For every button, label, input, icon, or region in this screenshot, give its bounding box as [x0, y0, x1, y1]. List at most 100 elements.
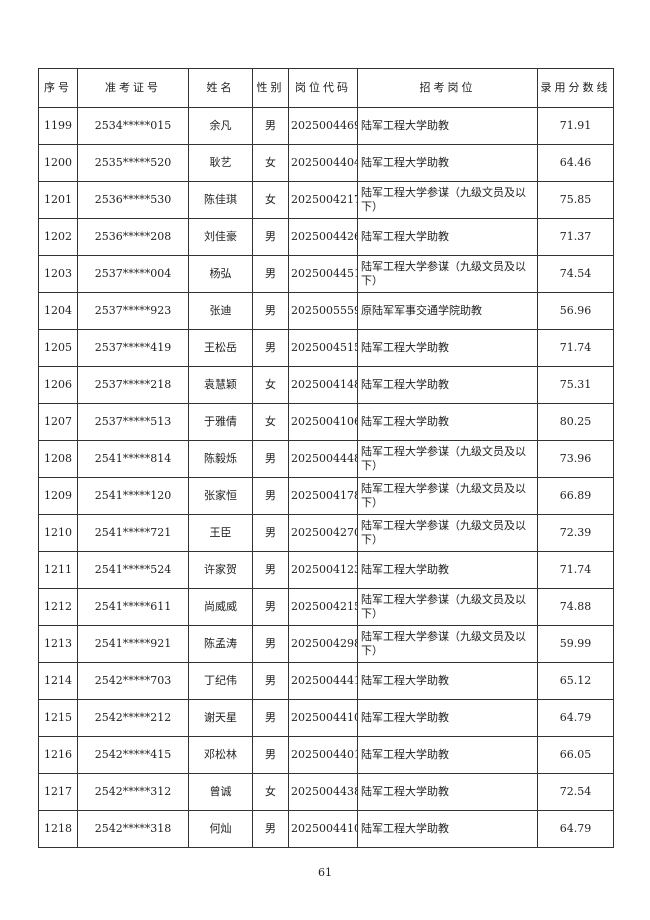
- table-cell: 1204: [38, 292, 78, 330]
- table-cell: 1202: [38, 218, 78, 256]
- table-cell: 2534*****015: [77, 107, 189, 145]
- table-cell: 2542*****318: [77, 810, 189, 848]
- table-cell: 2541*****921: [77, 625, 189, 663]
- table-cell: 65.12: [537, 662, 614, 700]
- table-cell: 陆军工程大学助教: [357, 773, 538, 811]
- table-row: 1216 2542*****415 邓松林男 2025004401 陆军工程大学助教 66…: [38, 736, 614, 774]
- table-cell: 邓松林: [188, 736, 253, 774]
- table-cell: 陆军工程大学参谋（九级文员及以下）: [357, 181, 538, 219]
- table-cell: 王臣: [188, 514, 253, 552]
- table-cell: 1216: [38, 736, 78, 774]
- table-cell: 男: [252, 329, 289, 367]
- table-cell: 64.79: [537, 810, 614, 848]
- table-cell: 1218: [38, 810, 78, 848]
- table-row: 1206 2537*****218 袁慧颖女 2025004148 陆军工程大学助教 75…: [38, 366, 614, 404]
- table-cell: 陆军工程大学助教: [357, 736, 538, 774]
- table-cell: 74.88: [537, 588, 614, 626]
- table-cell: 2542*****415: [77, 736, 189, 774]
- table-cell: 男: [252, 588, 289, 626]
- table-row: 1210 2541*****721 王臣男 2025004270 陆军工程大学参谋（九级…: [38, 514, 614, 552]
- table-cell: 71.74: [537, 551, 614, 589]
- table-body: 1199 2534*****015 余凡男 2025004469 陆军工程大学助教 71.…: [38, 107, 614, 848]
- table-cell: 陆军工程大学助教: [357, 329, 538, 367]
- table-cell: 59.99: [537, 625, 614, 663]
- table-cell: 男: [252, 551, 289, 589]
- table-cell: 陆军工程大学参谋（九级文员及以下）: [357, 255, 538, 293]
- table-row: 1199 2534*****015 余凡男 2025004469 陆军工程大学助教 71.…: [38, 107, 614, 145]
- table-cell: 74.54: [537, 255, 614, 293]
- table-cell: 1213: [38, 625, 78, 663]
- table-row: 1203 2537*****004 杨弘男 2025004451 陆军工程大学参谋（九级…: [38, 255, 614, 293]
- score-table: 序号 准考证号 姓名 性别 岗位代码 招考岗位 录用分数线 1199 2534*****015…: [38, 68, 614, 848]
- table-cell: 2536*****208: [77, 218, 189, 256]
- table-row: 1207 2537*****513 于雅倩女 2025004106 陆军工程大学助教 80…: [38, 403, 614, 441]
- table-cell: 陆军工程大学参谋（九级文员及以下）: [357, 588, 538, 626]
- table-cell: 女: [252, 181, 289, 219]
- table-cell: 男: [252, 699, 289, 737]
- table-cell: 2541*****120: [77, 477, 189, 515]
- table-cell: 刘佳豪: [188, 218, 253, 256]
- table-cell: 2025004448: [288, 440, 358, 478]
- table-row: 1205 2537*****419 王松岳男 2025004515 陆军工程大学助教 71…: [38, 329, 614, 367]
- table-cell: 1205: [38, 329, 78, 367]
- header-cell: 性别: [252, 68, 289, 108]
- table-cell: 71.91: [537, 107, 614, 145]
- table-cell: 袁慧颖: [188, 366, 253, 404]
- table-cell: 陆军工程大学助教: [357, 218, 538, 256]
- table-cell: 73.96: [537, 440, 614, 478]
- table-cell: 男: [252, 107, 289, 145]
- table-cell: 1209: [38, 477, 78, 515]
- table-cell: 陆军工程大学参谋（九级文员及以下）: [357, 477, 538, 515]
- table-row: 1214 2542*****703 丁纪伟男 2025004441 陆军工程大学助教 65…: [38, 662, 614, 700]
- table-cell: 64.79: [537, 699, 614, 737]
- table-cell: 陆军工程大学助教: [357, 810, 538, 848]
- table-cell: 80.25: [537, 403, 614, 441]
- table-cell: 2025004217: [288, 181, 358, 219]
- table-cell: 许家贺: [188, 551, 253, 589]
- table-cell: 2025004515: [288, 329, 358, 367]
- table-cell: 女: [252, 144, 289, 182]
- table-cell: 1210: [38, 514, 78, 552]
- table-cell: 2025004451: [288, 255, 358, 293]
- table-cell: 2025004123: [288, 551, 358, 589]
- table-cell: 男: [252, 625, 289, 663]
- header-row: 序号 准考证号 姓名 性别 岗位代码 招考岗位 录用分数线: [38, 68, 614, 108]
- table-cell: 2025004426: [288, 218, 358, 256]
- table-row: 1208 2541*****814 陈毅烁男 2025004448 陆军工程大学参谋（九…: [38, 440, 614, 478]
- table-row: 1200 2535*****520 耿艺女 2025004404 陆军工程大学助教 64.…: [38, 144, 614, 182]
- page-number: 61: [318, 866, 332, 879]
- table-cell: 2537*****513: [77, 403, 189, 441]
- table-cell: 2025004106: [288, 403, 358, 441]
- table-cell: 曾诚: [188, 773, 253, 811]
- table-cell: 64.46: [537, 144, 614, 182]
- table-row: 1211 2541*****524 许家贺男 2025004123 陆军工程大学助教 71…: [38, 551, 614, 589]
- table-cell: 1217: [38, 773, 78, 811]
- table-cell: 男: [252, 477, 289, 515]
- table-row: 1202 2536*****208 刘佳豪男 2025004426 陆军工程大学助教 71…: [38, 218, 614, 256]
- table-cell: 陆军工程大学助教: [357, 403, 538, 441]
- table-cell: 男: [252, 514, 289, 552]
- table-cell: 2535*****520: [77, 144, 189, 182]
- table-cell: 71.74: [537, 329, 614, 367]
- table-cell: 1214: [38, 662, 78, 700]
- table-cell: 陆军工程大学助教: [357, 699, 538, 737]
- table-cell: 陆军工程大学参谋（九级文员及以下）: [357, 440, 538, 478]
- table-cell: 陆军工程大学助教: [357, 144, 538, 182]
- table-cell: 2025005559: [288, 292, 358, 330]
- table-cell: 陆军工程大学助教: [357, 366, 538, 404]
- table-cell: 陆军工程大学助教: [357, 662, 538, 700]
- table-cell: 余凡: [188, 107, 253, 145]
- table-cell: 于雅倩: [188, 403, 253, 441]
- table-cell: 陈毅烁: [188, 440, 253, 478]
- table-cell: 1208: [38, 440, 78, 478]
- table-cell: 1211: [38, 551, 78, 589]
- table-row: 1212 2541*****611 尚威威男 2025004215 陆军工程大学参谋（九…: [38, 588, 614, 626]
- table-cell: 谢天星: [188, 699, 253, 737]
- table-cell: 陆军工程大学助教: [357, 551, 538, 589]
- table-cell: 陈佳琪: [188, 181, 253, 219]
- header-cell: 准考证号: [77, 68, 189, 108]
- table-cell: 女: [252, 366, 289, 404]
- table-cell: 72.39: [537, 514, 614, 552]
- table-cell: 何灿: [188, 810, 253, 848]
